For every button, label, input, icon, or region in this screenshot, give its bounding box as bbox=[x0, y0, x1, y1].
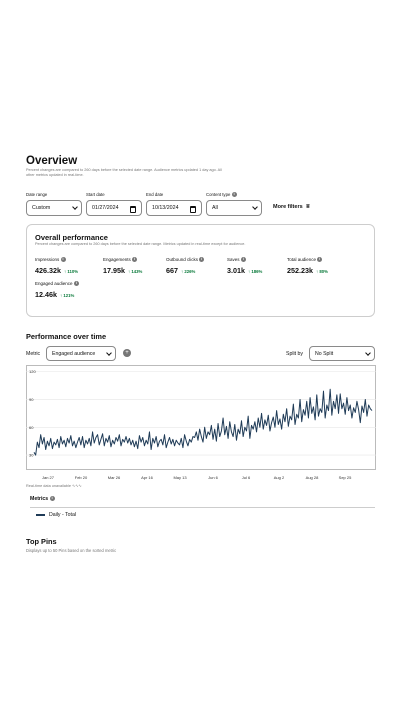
metric-total-audience-label: Total audience i bbox=[287, 257, 323, 263]
overall-performance-subtitle: Percent changes are compared to 260 days… bbox=[35, 242, 246, 246]
split-by-label: Split by bbox=[286, 351, 304, 357]
change-total-audience: ↑ 80% bbox=[315, 269, 328, 274]
change-outbound-clicks: ↑ 226% bbox=[181, 269, 196, 274]
y-tick-label: 120 bbox=[29, 369, 36, 374]
split-by-select[interactable]: No Split bbox=[309, 346, 375, 361]
legend-divider bbox=[30, 507, 375, 508]
date-range-label: Date range bbox=[26, 192, 48, 197]
content-type-label: Content type i bbox=[206, 192, 237, 198]
calendar-icon bbox=[190, 206, 196, 213]
info-icon[interactable]: i bbox=[231, 192, 237, 198]
chevron-down-icon bbox=[365, 350, 371, 356]
end-date-input[interactable]: 10/13/2024 bbox=[146, 200, 202, 216]
metric-impressions-label: Impressions i bbox=[35, 257, 66, 263]
overall-performance-card: Overall performance Percent changes are … bbox=[26, 224, 375, 317]
x-tick-label: Aug 2 bbox=[274, 475, 285, 480]
metric-engagements-value: 17.95k ↑ 143% bbox=[103, 266, 143, 275]
metrics-legend-title: Metrics i bbox=[30, 496, 55, 502]
series-line-daily-total bbox=[33, 388, 373, 456]
info-icon[interactable]: i bbox=[60, 257, 66, 263]
calendar-icon bbox=[130, 206, 136, 213]
x-tick-label: Jul 6 bbox=[242, 475, 251, 480]
top-pins-subtitle: Displays up to 50 Pins based on the sort… bbox=[26, 548, 117, 553]
more-filters-label: More filters bbox=[273, 204, 303, 210]
x-tick-label: Aug 28 bbox=[306, 475, 319, 480]
date-range-value: Custom bbox=[32, 205, 51, 211]
page-title: Overview bbox=[26, 155, 78, 167]
split-by-value: No Split bbox=[315, 350, 334, 357]
change-saves: ↑ 186% bbox=[248, 269, 263, 274]
content-type-label-text: Content type bbox=[206, 192, 231, 197]
date-range-select[interactable]: Custom bbox=[26, 200, 82, 216]
end-date-value: 10/13/2024 bbox=[152, 205, 179, 211]
start-date-label: Start date bbox=[86, 192, 105, 197]
change-impressions: ↑ 110% bbox=[63, 269, 79, 274]
x-tick-label: May 13 bbox=[173, 475, 187, 480]
start-date-value: 01/27/2024 bbox=[92, 205, 119, 211]
filter-icon: ⩸ bbox=[306, 204, 310, 210]
x-tick-label: Mar 26 bbox=[108, 475, 121, 480]
change-engaged-audience: ↑ 121% bbox=[59, 293, 75, 298]
metric-select-value: Engaged audience bbox=[52, 350, 96, 357]
x-tick-label: Feb 20 bbox=[75, 475, 88, 480]
more-filters-button[interactable]: More filters ⩸ bbox=[273, 204, 310, 211]
y-tick-label: 60 bbox=[29, 425, 34, 430]
metric-impressions-value: 426.32k ↑ 110% bbox=[35, 266, 79, 275]
chart-frame bbox=[26, 365, 376, 470]
metric-engaged-audience-value: 12.46k ↑ 121% bbox=[35, 290, 75, 299]
metric-select[interactable]: Engaged audience bbox=[46, 346, 116, 361]
performance-line-chart: 30 60 90 120 Jan 27 Feb 20 Mar 26 Apr 16 May 13 J… bbox=[26, 365, 376, 480]
y-tick-label: 90 bbox=[29, 397, 34, 402]
x-tick-label: Apr 16 bbox=[141, 475, 154, 480]
info-icon[interactable]: i bbox=[73, 281, 79, 287]
legend-label: Daily - Total bbox=[49, 512, 77, 518]
metric-engaged-audience-label: Engaged audience i bbox=[35, 281, 79, 287]
info-icon[interactable]: i bbox=[240, 257, 246, 263]
chevron-down-icon bbox=[106, 350, 112, 356]
performance-title: Performance over time bbox=[26, 332, 107, 341]
info-icon[interactable]: i bbox=[49, 496, 55, 502]
chevron-down-icon bbox=[72, 204, 78, 210]
top-pins-title: Top Pins bbox=[26, 537, 57, 546]
start-date-input[interactable]: 01/27/2024 bbox=[86, 200, 142, 216]
metric-label: Metric bbox=[26, 351, 41, 357]
metric-engagements-label: Engagements i bbox=[103, 257, 138, 263]
page-subtitle: Percent changes are compared to 260 days… bbox=[26, 168, 222, 177]
metric-outbound-clicks-label: Outbound clicks i bbox=[166, 257, 205, 263]
metric-total-audience-value: 252.23k ↑ 80% bbox=[287, 266, 328, 275]
squiggle-icon: ∿∿∿ bbox=[72, 484, 82, 488]
metric-saves-value: 3.01k ↑ 186% bbox=[227, 266, 263, 275]
metric-saves-label: Saves i bbox=[227, 257, 246, 263]
content-type-select[interactable]: All bbox=[206, 200, 262, 216]
chevron-down-icon bbox=[252, 204, 258, 210]
metric-outbound-clicks-value: 667 ↑ 226% bbox=[166, 266, 196, 275]
y-tick-label: 30 bbox=[29, 453, 34, 458]
info-icon[interactable]: i bbox=[199, 257, 205, 263]
x-tick-label: Jan 27 bbox=[42, 475, 55, 480]
change-engagements: ↑ 143% bbox=[127, 269, 143, 274]
x-tick-label: Jun 6 bbox=[208, 475, 219, 480]
end-date-label: End date bbox=[146, 192, 164, 197]
legend-item[interactable]: Daily - Total bbox=[36, 512, 76, 518]
info-icon[interactable]: i bbox=[132, 257, 138, 263]
realtime-note: Real-time data unavailable ∿∿∿ bbox=[26, 484, 82, 488]
overall-performance-title: Overall performance bbox=[35, 233, 108, 242]
legend-swatch bbox=[36, 513, 45, 516]
content-type-value: All bbox=[212, 205, 218, 211]
x-tick-label: Sep 25 bbox=[339, 475, 352, 480]
info-icon[interactable]: i bbox=[317, 257, 323, 263]
add-metric-icon[interactable]: + bbox=[123, 349, 131, 357]
